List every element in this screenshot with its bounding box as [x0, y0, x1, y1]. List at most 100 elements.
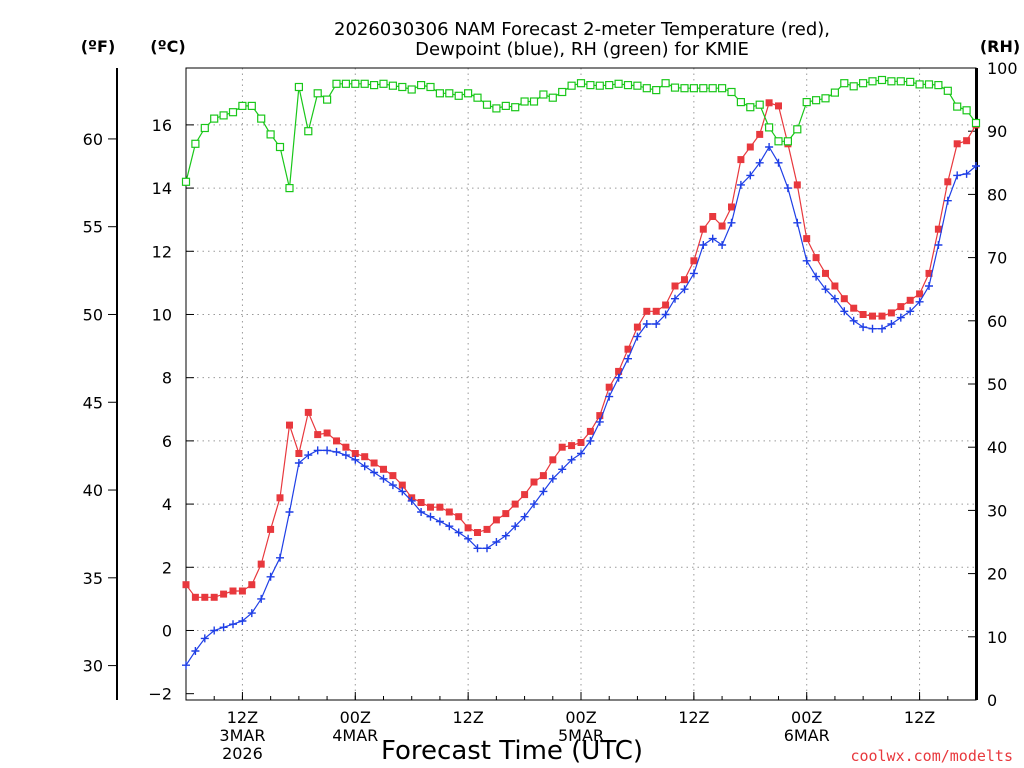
- celsius-tick-label: 0: [162, 621, 172, 640]
- rh-point: [417, 80, 426, 90]
- fahrenheit-tick-label: 30: [83, 657, 103, 676]
- 2-meter-temperature-point: [831, 282, 839, 290]
- rh-point: [285, 184, 294, 193]
- rh-point: [971, 118, 981, 128]
- time-tick-label: 6MAR: [784, 726, 830, 745]
- 2-meter-temperature-point: [681, 276, 688, 284]
- 2-meter-temperature-point: [558, 443, 566, 451]
- dewpoint-point: [577, 449, 585, 458]
- rh-point: [445, 89, 454, 98]
- time-tick-label: 3MAR: [219, 726, 265, 745]
- 2-meter-temperature-point: [822, 269, 829, 277]
- rh-point: [304, 127, 313, 136]
- 2-meter-temperature-point: [624, 345, 632, 353]
- 2-meter-temperature-point: [257, 560, 265, 568]
- 2-meter-temperature-point: [502, 510, 510, 518]
- dewpoint-point: [511, 522, 520, 531]
- credit-link[interactable]: coolwx.com/modelts: [850, 747, 1013, 765]
- rh-point: [962, 106, 971, 115]
- dewpoint-point: [351, 455, 360, 464]
- fahrenheit-unit-label: (ºF): [81, 37, 116, 56]
- 2-meter-temperature-point: [859, 311, 867, 318]
- dewpoint-point: [210, 626, 219, 635]
- rh-point: [821, 94, 830, 103]
- rh-tick-label: 50: [987, 375, 1007, 394]
- rh-point: [379, 79, 388, 88]
- dewpoint-point: [915, 297, 924, 306]
- dewpoint-point: [925, 282, 933, 290]
- dewpoint-point: [388, 481, 397, 490]
- 2-meter-temperature-point: [605, 383, 613, 391]
- fahrenheit-tick-label: 60: [83, 130, 103, 149]
- celsius-tick-label: 14: [152, 179, 172, 198]
- dewpoint-point: [323, 446, 332, 455]
- rh-point: [435, 89, 444, 98]
- dewpoint-point: [755, 158, 764, 167]
- rh-point: [811, 96, 821, 105]
- rh-point: [708, 84, 717, 93]
- rh-point: [228, 108, 238, 117]
- rh-point: [210, 114, 219, 123]
- dewpoint-point: [426, 512, 435, 521]
- rh-point: [558, 87, 567, 97]
- rh-point: [407, 85, 416, 94]
- 2-meter-temperature-point: [370, 459, 378, 467]
- 2-meter-temperature-point: [445, 508, 453, 516]
- rh-tick-label: 20: [987, 565, 1007, 584]
- celsius-unit-label: (ºC): [150, 37, 185, 56]
- fahrenheit-tick-label: 35: [83, 569, 103, 588]
- dewpoint-point: [962, 169, 971, 178]
- rh-point: [793, 125, 802, 134]
- dewpoint-point: [642, 320, 651, 328]
- rh-point: [689, 84, 699, 93]
- dewpoint-point: [247, 609, 256, 618]
- dewpoint-point: [972, 162, 980, 170]
- dewpoint-point: [689, 269, 698, 278]
- 2-meter-temperature-point: [286, 421, 293, 429]
- gridlines: [186, 68, 976, 700]
- 2-meter-temperature-point: [793, 181, 801, 189]
- dewpoint-point: [464, 534, 473, 543]
- rh-point: [426, 82, 435, 92]
- rh-point: [802, 97, 811, 107]
- 2-meter-temperature-point: [652, 307, 660, 315]
- dewpoint-point: [633, 332, 642, 341]
- rh-point: [699, 84, 708, 93]
- rh-tick-label: 80: [987, 185, 1007, 204]
- rh-point: [915, 80, 924, 89]
- rh-point: [473, 93, 482, 102]
- 2-meter-temperature-point: [963, 137, 971, 145]
- 2-meter-temperature-point: [850, 304, 858, 312]
- dewpoint-point: [285, 508, 294, 516]
- dewpoint-point: [878, 324, 886, 333]
- 2-meter-temperature-point: [878, 312, 886, 320]
- rh-point: [783, 137, 793, 146]
- rh-point: [614, 79, 623, 88]
- celsius-tick-label: 4: [162, 495, 172, 514]
- rh-point: [774, 137, 783, 146]
- 2-meter-temperature-point: [906, 296, 914, 304]
- 2-meter-temperature-point: [351, 450, 359, 457]
- rh-point: [238, 101, 247, 111]
- rh-tick-label: 10: [987, 628, 1007, 647]
- dewpoint-point: [182, 661, 190, 670]
- rh-point: [275, 142, 285, 152]
- celsius-tick-label: 10: [152, 305, 172, 324]
- dewpoint-point: [614, 373, 623, 382]
- dewpoint-line: [185, 145, 977, 666]
- dewpoint-point: [407, 496, 416, 505]
- 2-meter-temperature-point: [568, 442, 576, 450]
- dewpoint-point: [812, 272, 821, 281]
- rh-point: [539, 90, 548, 99]
- 2-meter-temperature-point: [840, 295, 848, 303]
- rh-point: [454, 91, 463, 100]
- dewpoint-point: [229, 620, 237, 629]
- 2-meter-temperature-point: [248, 581, 256, 589]
- dewpoint-point: [567, 455, 576, 464]
- 2-meter-temperature-point: [690, 257, 698, 265]
- fahrenheit-tick-label: 55: [83, 218, 103, 237]
- celsius-tick-label: −2: [148, 685, 172, 704]
- 2-meter-temperature-point: [333, 437, 340, 445]
- rh-point: [398, 82, 407, 92]
- 2-meter-temperature-point: [380, 465, 387, 473]
